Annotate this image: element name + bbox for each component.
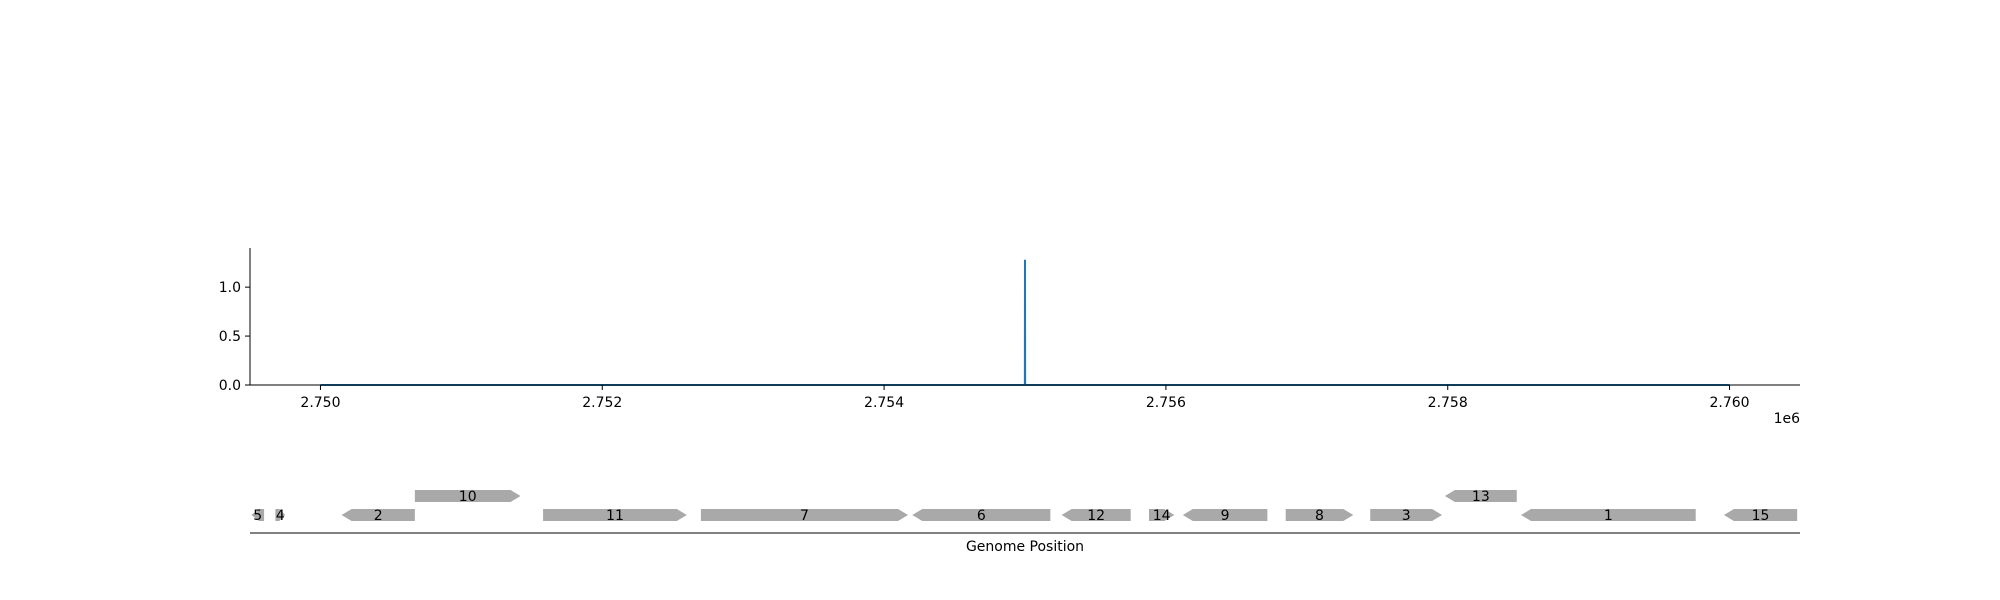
x-tick-label: 2.760 [1709,395,1749,411]
gene-arrow [1061,509,1131,521]
gene-arrow [414,490,521,502]
y-tick-label: 0.0 [219,378,241,394]
gene-arrow [1370,509,1443,521]
y-axis-ticks: 0.0 0.5 1.0 [219,280,250,394]
gene-label: 6 [977,508,986,524]
gene-label: 13 [1472,489,1490,505]
gene-arrow [1723,509,1798,521]
gene-label: 1 [1604,508,1613,524]
coverage-line [320,259,1730,386]
gene-arrow [700,509,909,521]
gene-track: 5 4 2 10 11 7 6 12 14 9 8 3 13 1 15 Genome Position [250,489,1800,555]
gene-arrow [912,509,1051,521]
coverage-plot: 0.0 0.5 1.0 2.750 2.752 2.754 2.756 2.758 2.760… [219,248,1800,427]
gene-arrows: 5 4 2 10 11 7 6 12 14 9 8 3 13 1 15 [251,489,1798,524]
gene-arrow [1444,490,1517,502]
gene-arrow [543,509,687,521]
gene-label: 14 [1153,508,1171,524]
gene-label: 10 [459,489,477,505]
gene-arrow [1149,509,1175,521]
x-axis-title: Genome Position [966,539,1084,555]
gene-label: 3 [1402,508,1411,524]
gene-label: 12 [1087,508,1105,524]
x-tick-label: 2.756 [1146,395,1186,411]
gene-label: 9 [1221,508,1230,524]
gene-arrow [251,509,265,521]
gene-label: 4 [276,508,285,524]
x-axis-offset-label: 1e6 [1774,411,1801,427]
gene-label: 11 [606,508,624,524]
y-tick-label: 1.0 [219,280,241,296]
gene-arrow [341,509,415,521]
gene-arrow [1182,509,1268,521]
gene-label: 15 [1752,508,1770,524]
x-tick-label: 2.752 [582,395,622,411]
gene-arrow [275,509,286,521]
x-tick-label: 2.758 [1428,395,1468,411]
gene-label: 5 [253,508,262,524]
x-tick-label: 2.750 [300,395,340,411]
gene-label: 2 [374,508,383,524]
coverage-series [320,259,1730,386]
x-axis-ticks: 2.750 2.752 2.754 2.756 2.758 2.760 [300,385,1750,411]
gene-arrow [1285,509,1354,521]
y-tick-label: 0.5 [219,329,241,345]
gene-label: 7 [800,508,809,524]
gene-arrow [1521,509,1696,521]
x-tick-label: 2.754 [864,395,904,411]
gene-label: 8 [1315,508,1324,524]
